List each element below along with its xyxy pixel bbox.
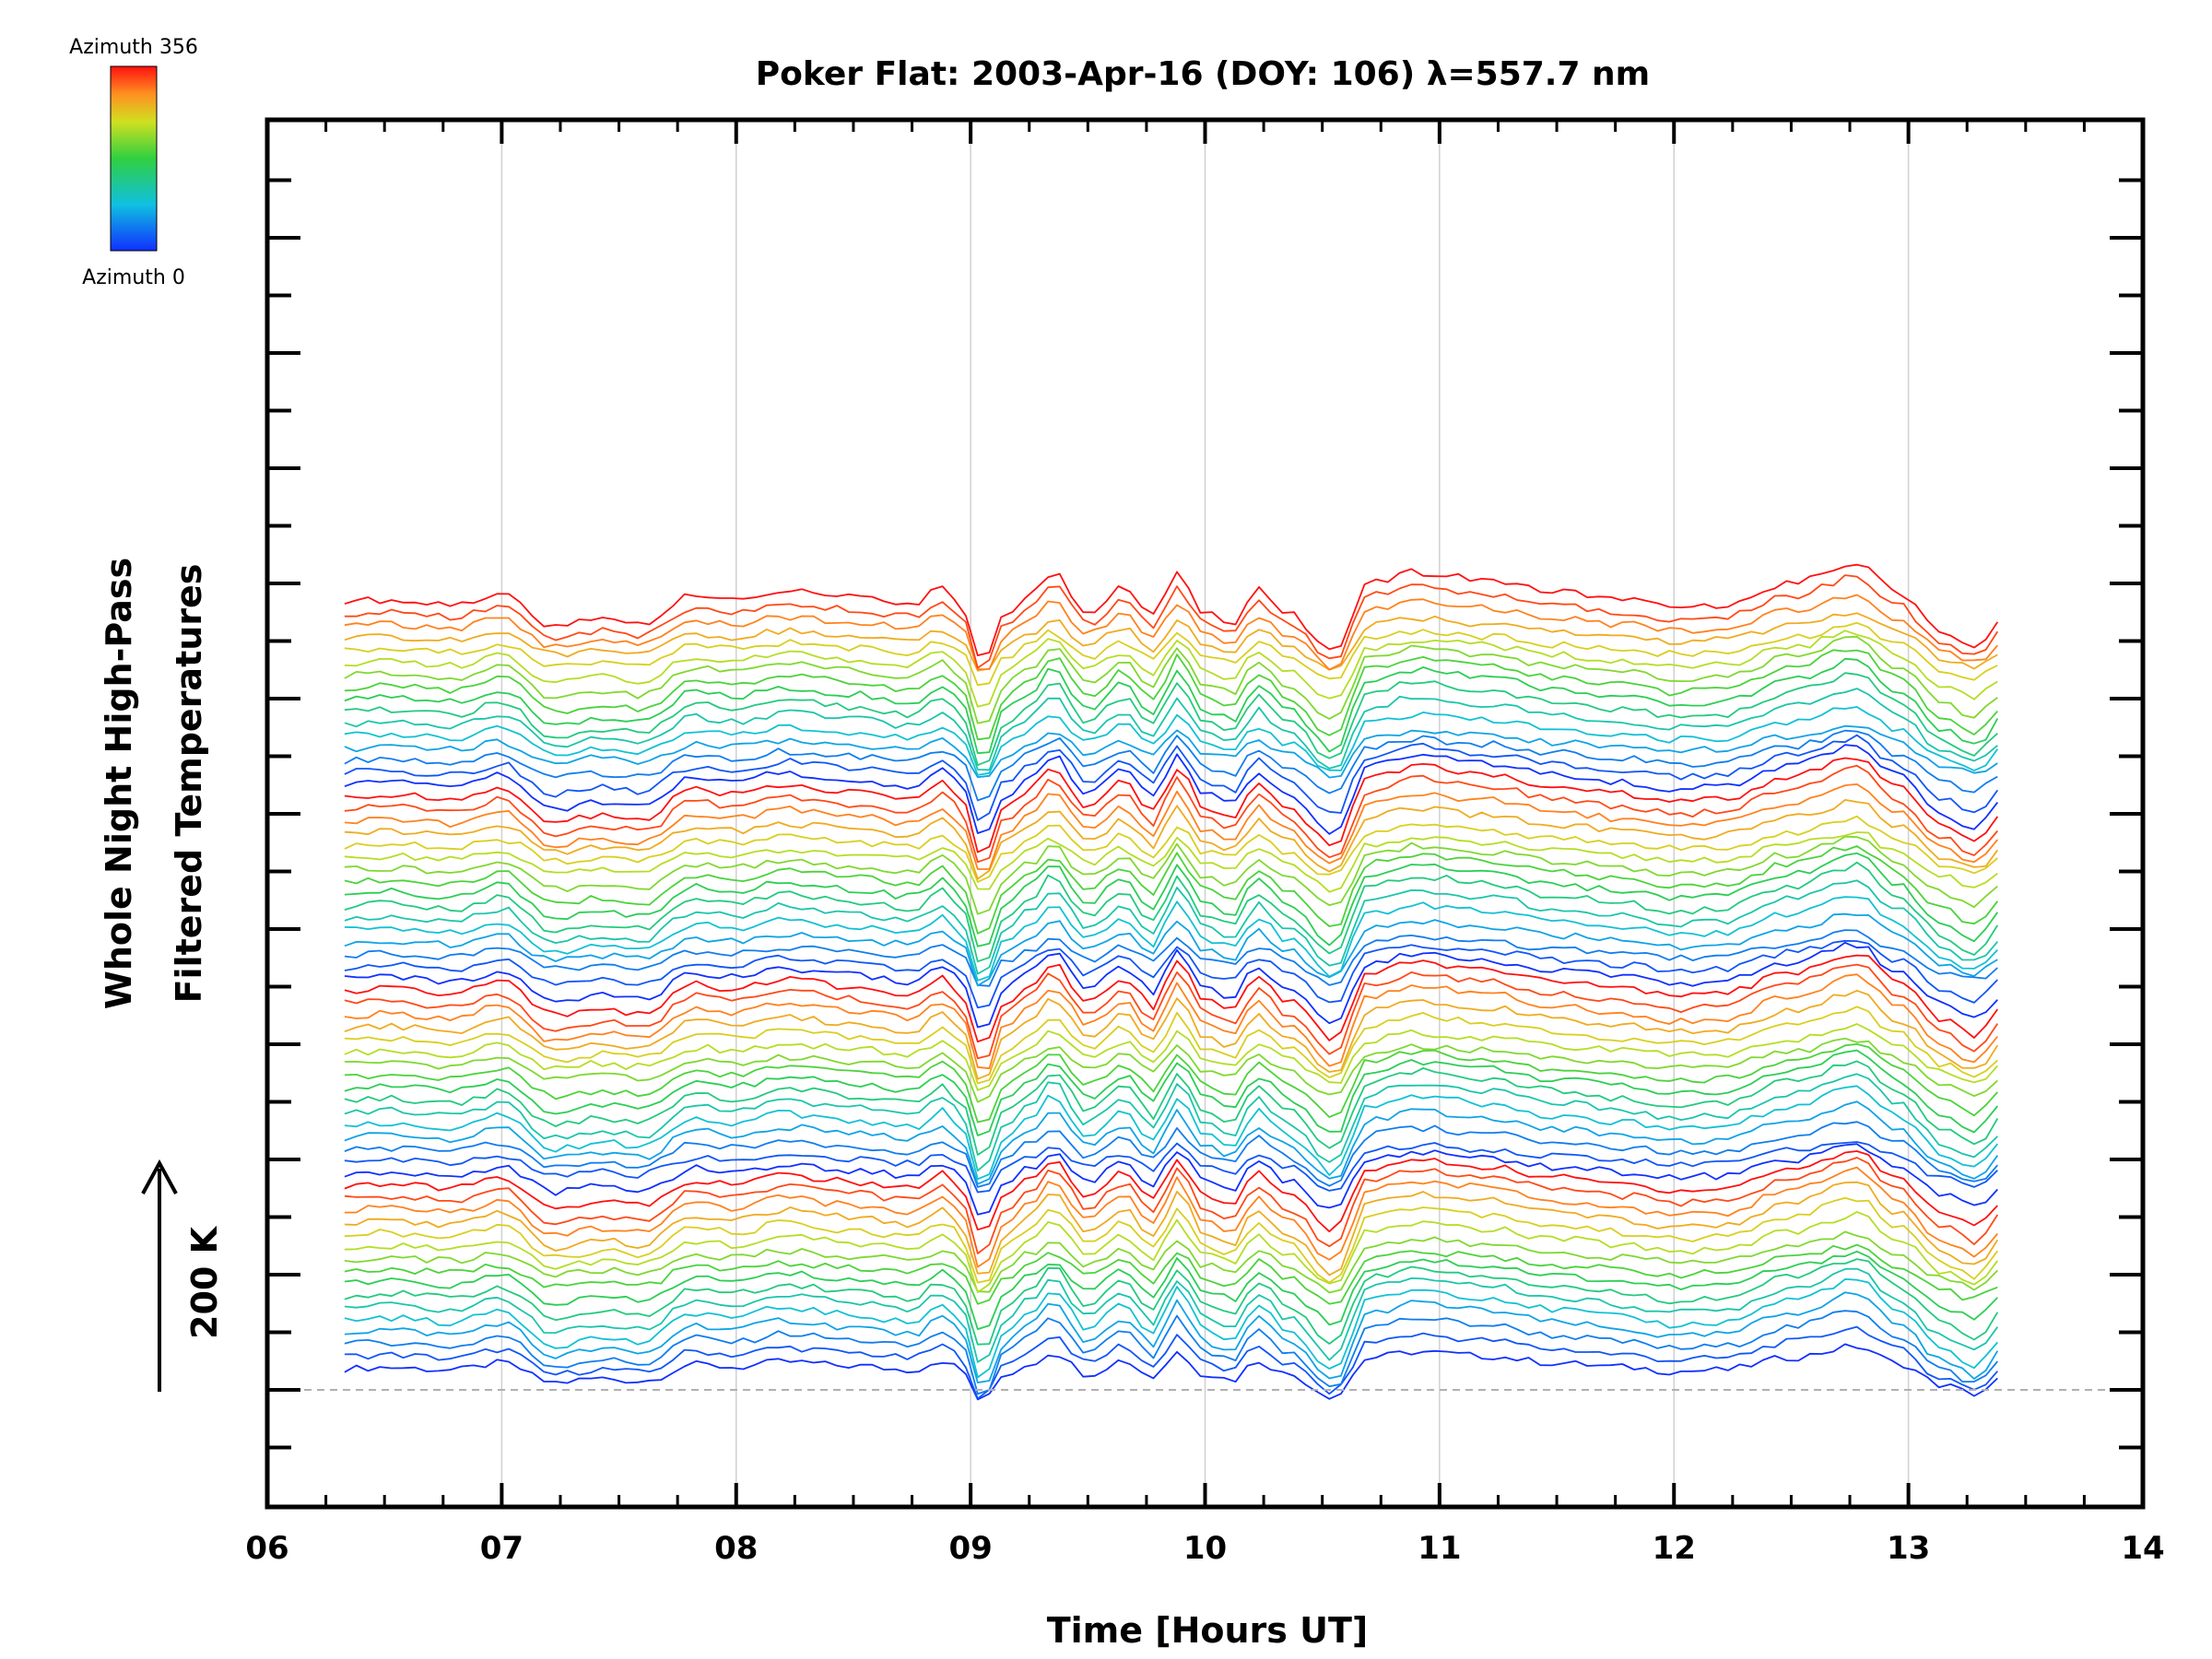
temperature-series-line bbox=[344, 1157, 1999, 1254]
temperature-series-line bbox=[344, 783, 1998, 870]
temperature-series-line bbox=[344, 706, 1999, 776]
temperature-series-line bbox=[344, 612, 1998, 672]
temperature-series-line bbox=[344, 1181, 1999, 1277]
temperature-series-line bbox=[344, 799, 1999, 880]
colorbar bbox=[110, 65, 158, 252]
temperature-series-line bbox=[344, 1150, 1998, 1233]
temperature-series-line bbox=[344, 621, 1998, 687]
scale-label: 200 K bbox=[184, 1225, 225, 1339]
colorbar-bottom-label: Azimuth 0 bbox=[82, 266, 185, 289]
colorbar-top-label: Azimuth 356 bbox=[69, 36, 198, 59]
x-tick-label: 14 bbox=[2121, 1530, 2164, 1567]
temperature-series-line bbox=[344, 1023, 1998, 1091]
temperature-series-line bbox=[344, 688, 1998, 771]
temperature-series-line bbox=[344, 757, 1999, 853]
temperature-series-line bbox=[344, 629, 1998, 708]
series-layer bbox=[344, 563, 1999, 1401]
temperature-series-line bbox=[344, 636, 1998, 724]
temperature-series-line bbox=[344, 1166, 1998, 1268]
temperature-series-line bbox=[344, 1243, 1998, 1305]
temperature-series-line bbox=[344, 1006, 1998, 1085]
temperature-series-line bbox=[344, 764, 1998, 864]
temperature-series-line bbox=[344, 954, 1999, 1042]
temperature-series-line bbox=[344, 815, 1998, 883]
temperature-series-line bbox=[344, 1049, 1998, 1136]
temperature-series-line bbox=[344, 973, 1999, 1070]
x-tick-label: 07 bbox=[480, 1530, 524, 1567]
temperature-series-line bbox=[344, 1073, 1998, 1172]
temperature-series-line bbox=[344, 1085, 1999, 1181]
temperature-series-line bbox=[344, 744, 1999, 835]
y-axis-label-line2: Filtered Temperatures bbox=[169, 564, 209, 1004]
temperature-series-line bbox=[344, 1325, 1998, 1400]
temperature-series-line bbox=[344, 1278, 1998, 1379]
temperature-series-line bbox=[344, 941, 1998, 1029]
x-tick-label: 09 bbox=[948, 1530, 992, 1567]
temperature-series-line bbox=[344, 1258, 1999, 1346]
scale-arrow bbox=[141, 1159, 178, 1392]
x-tick-label: 11 bbox=[1418, 1530, 1461, 1567]
tick-layer: 06 07 08 09 10 11 12 13 14 bbox=[245, 120, 2165, 1567]
temperature-series-line bbox=[344, 1230, 1998, 1294]
x-tick-label: 06 bbox=[245, 1530, 288, 1567]
temperature-series-line bbox=[344, 724, 1998, 779]
temperature-series-line bbox=[344, 912, 1998, 987]
temperature-series-line bbox=[344, 1291, 1999, 1383]
temperature-series-line bbox=[344, 1043, 1998, 1124]
temperature-series-line bbox=[344, 835, 1998, 915]
temperature-series-line bbox=[344, 1211, 1999, 1293]
x-tick-label: 10 bbox=[1183, 1530, 1227, 1567]
temperature-series-line bbox=[344, 989, 1999, 1080]
x-tick-label: 08 bbox=[714, 1530, 758, 1567]
temperature-series-line bbox=[344, 574, 1999, 669]
temperature-series-line bbox=[344, 1196, 1999, 1284]
temperature-series-line bbox=[344, 649, 1998, 741]
temperature-series-line bbox=[344, 861, 1999, 963]
temperature-series-line bbox=[344, 1100, 1999, 1185]
temperature-series-line bbox=[344, 734, 1999, 821]
temperature-series-line bbox=[344, 852, 1999, 947]
temperature-series-line bbox=[344, 1141, 1998, 1194]
temperature-series-line bbox=[344, 1343, 1998, 1401]
temperature-series-line bbox=[344, 594, 1998, 671]
temperature-series-line bbox=[344, 963, 1999, 1060]
temperature-series-line bbox=[344, 1250, 1998, 1330]
temperature-series-line bbox=[344, 929, 1998, 987]
x-tick-label: 12 bbox=[1653, 1530, 1696, 1567]
temperature-series-line bbox=[344, 879, 1998, 975]
temperature-series-line bbox=[344, 896, 1998, 982]
temperature-series-line bbox=[344, 563, 1999, 656]
temperature-series-line bbox=[344, 939, 1998, 1009]
x-tick-label: 13 bbox=[1887, 1530, 1930, 1567]
temperature-series-line bbox=[344, 1267, 1999, 1363]
temperature-series-line bbox=[344, 657, 1999, 755]
x-axis-label: Time [Hours UT] bbox=[1047, 1610, 1369, 1651]
temperature-series-line bbox=[344, 1060, 1999, 1156]
temperature-series-line bbox=[344, 1037, 1998, 1103]
temperature-series-line bbox=[344, 831, 1998, 893]
temperature-series-line bbox=[344, 729, 1998, 802]
temperature-series-line bbox=[344, 1121, 1998, 1188]
temperature-series-line bbox=[344, 672, 1998, 766]
chart-title: Poker Flat: 2003-Apr-16 (DOY: 106) λ=557… bbox=[756, 55, 1650, 93]
temperature-series-line bbox=[344, 1310, 1998, 1395]
y-axis-label-line1: Whole Night High-Pass bbox=[99, 558, 139, 1009]
temperature-series-line bbox=[344, 845, 1999, 935]
temperature-series-line bbox=[344, 1143, 1998, 1216]
